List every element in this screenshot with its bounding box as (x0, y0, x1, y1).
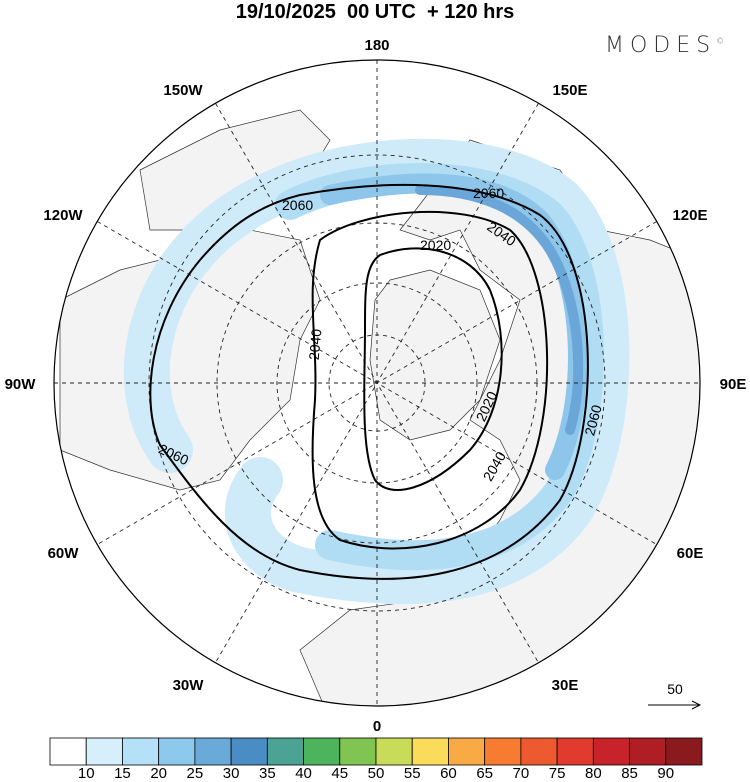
label-120e: 120E (672, 207, 707, 224)
modes-logo: MODES© (605, 33, 724, 58)
contour-2060 (149, 183, 589, 580)
label-150w: 150W (163, 82, 203, 99)
colorbar-swatch (375, 737, 413, 766)
colorbar-swatch (303, 737, 341, 766)
colorbar-swatch (448, 737, 486, 766)
contour-label: 2020 (420, 237, 451, 253)
colorbar-label: 55 (404, 765, 421, 782)
height-contours (149, 183, 589, 580)
label-90e: 90E (720, 376, 747, 393)
vector-scale-label: 50 (667, 681, 683, 697)
contour-label: 2060 (282, 197, 313, 213)
colorbar-label: 80 (585, 765, 602, 782)
colorbar-label: 75 (549, 765, 566, 782)
colorbar-label: 85 (621, 765, 638, 782)
label-90w: 90W (5, 376, 37, 393)
colorbar-label: 90 (657, 765, 674, 782)
colorbar-label: 20 (150, 765, 167, 782)
arrowhead-icon (691, 700, 702, 710)
label-150e: 150E (552, 82, 587, 99)
colorbar-swatch (339, 737, 377, 766)
meridian-labels: 180 150E 120E 90E 60E 30E 0 30W 60W 90W … (5, 37, 747, 735)
colorbar-swatch (592, 737, 630, 766)
colorbar-swatch (520, 737, 558, 766)
logo-mark: © (716, 36, 725, 46)
colorbar-label: 70 (513, 765, 530, 782)
map-disk: 2060 2060 2060 2060 2040 2040 2040 2020 … (54, 60, 700, 706)
graticule (54, 60, 700, 706)
colorbar-swatch (411, 737, 449, 766)
colorbar-label: 65 (476, 765, 493, 782)
colorbar-label: 60 (440, 765, 457, 782)
logo-text: MODES (605, 33, 717, 58)
contour-2040 (311, 210, 549, 550)
colorbar-swatch (629, 737, 667, 766)
colorbar-swatch (266, 737, 304, 766)
label-180: 180 (364, 37, 389, 54)
colorbar-swatch (556, 737, 594, 766)
colorbar-label: 30 (223, 765, 240, 782)
contour-label: 2060 (581, 403, 605, 437)
colorbar-swatch (665, 737, 703, 766)
contour-label: 2040 (306, 328, 325, 361)
contour-label: 2060 (473, 185, 504, 201)
colorbar-swatch (484, 737, 522, 766)
colorbar-swatch (230, 737, 268, 766)
label-120w: 120W (43, 207, 83, 224)
contour-2020 (363, 247, 503, 491)
colorbar-label: 45 (331, 765, 348, 782)
colorbar-swatch (194, 737, 232, 766)
label-60w: 60W (48, 545, 80, 562)
label-30e: 30E (552, 677, 579, 694)
colorbar-label: 15 (114, 765, 131, 782)
colorbar-swatch (85, 737, 123, 766)
map-title: 19/10/2025 00 UTC + 120 hrs (235, 1, 515, 23)
map-boundary (53, 59, 701, 707)
colorbar-label: 35 (259, 765, 276, 782)
label-0: 0 (373, 718, 381, 735)
colorbar-swatch (158, 737, 196, 766)
colorbar-swatch (122, 737, 160, 766)
colorbar-label: 40 (295, 765, 312, 782)
label-60e: 60E (677, 545, 704, 562)
colorbar: 10 15 20 25 30 35 40 45 50 55 60 65 70 75 80 85 90 (49, 737, 703, 782)
colorbar-swatch (49, 737, 87, 766)
vector-scale: 50 (648, 681, 702, 710)
colorbar-label: 25 (187, 765, 204, 782)
colorbar-label: 50 (368, 765, 385, 782)
colorbar-label: 10 (78, 765, 95, 782)
label-30w: 30W (173, 677, 205, 694)
